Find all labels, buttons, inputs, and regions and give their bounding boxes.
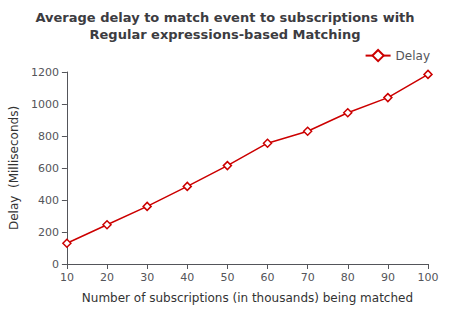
svg-text:200: 200 xyxy=(38,226,59,239)
svg-text:90: 90 xyxy=(381,271,395,284)
svg-text:400: 400 xyxy=(38,194,59,207)
svg-text:70: 70 xyxy=(301,271,315,284)
svg-text:20: 20 xyxy=(100,271,114,284)
svg-text:30: 30 xyxy=(140,271,154,284)
svg-text:600: 600 xyxy=(38,162,59,175)
svg-text:1000: 1000 xyxy=(31,98,59,111)
svg-text:Regular expressions-based Matc: Regular expressions-based Matching xyxy=(90,27,361,42)
svg-text:80: 80 xyxy=(341,271,355,284)
svg-text:60: 60 xyxy=(261,271,275,284)
svg-text:1200: 1200 xyxy=(31,66,59,79)
svg-text:40: 40 xyxy=(180,271,194,284)
svg-text:50: 50 xyxy=(220,271,234,284)
svg-text:Number of subscriptions (in th: Number of subscriptions (in thousands) b… xyxy=(82,291,413,305)
svg-text:Average delay to match event t: Average delay to match event to subscrip… xyxy=(35,10,414,25)
svg-text:Delay (Milliseconds): Delay (Milliseconds) xyxy=(7,106,21,230)
svg-text:800: 800 xyxy=(38,130,59,143)
svg-text:10: 10 xyxy=(60,271,74,284)
svg-text:100: 100 xyxy=(418,271,439,284)
svg-text:Delay: Delay xyxy=(396,49,430,63)
svg-text:0: 0 xyxy=(52,258,59,271)
